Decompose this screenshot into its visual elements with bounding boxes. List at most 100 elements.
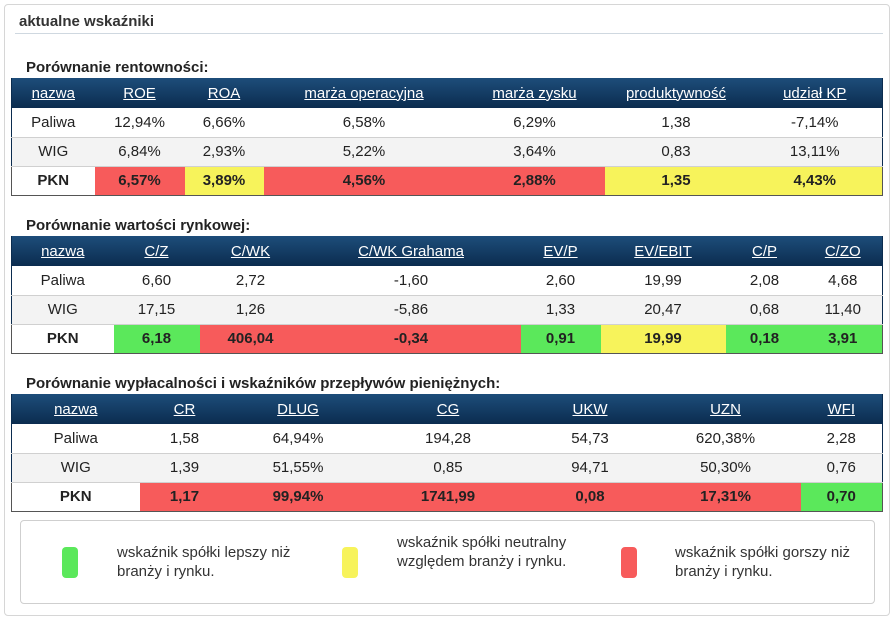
table-cell: 6,66% (184, 108, 264, 138)
table-row: Paliwa 1,58 64,94% 194,28 54,73 620,38% 2,28 (11, 424, 883, 454)
table-cell: 51,55% (229, 453, 367, 483)
yellow-swatch (342, 547, 358, 578)
row-label: PKN (11, 323, 114, 354)
table-cell: -7,14% (747, 108, 883, 138)
table-row: WIG 1,39 51,55% 0,85 94,71 50,30% 0,76 (11, 453, 883, 483)
table-cell: 6,18 (113, 323, 200, 354)
table-cell: -0,34 (301, 323, 521, 354)
column-header-5[interactable]: produktywność (604, 78, 748, 108)
table-cell: 2,88% (464, 165, 605, 196)
table-cell: 2,28 (800, 424, 883, 454)
table-cell: 6,29% (464, 108, 605, 138)
table-cell: 1,17 (139, 481, 230, 512)
column-header-0[interactable]: nazwa (11, 236, 114, 266)
table-cell: 99,94% (229, 481, 367, 512)
table-cell: 3,64% (464, 137, 605, 167)
table-wyplacalnosc: nazwa CR DLUG CG UKW UZN WFI Paliwa 1,58 64,94% 1… (11, 394, 883, 512)
table-cell: 0,18 (725, 323, 804, 354)
table-cell: 6,57% (94, 165, 185, 196)
table-cell: 0,83 (604, 137, 748, 167)
column-header-1[interactable]: CR (139, 394, 230, 424)
table-cell: 50,30% (650, 453, 801, 483)
table-row: PKN 1,17 99,94% 1741,99 0,08 17,31% 0,70 (11, 481, 883, 512)
table-cell: 1741,99 (366, 481, 530, 512)
table-rentownosc: nazwa ROE ROA marża operacyjna marża zysku pr… (11, 78, 883, 196)
table-cell: 0,68 (725, 295, 804, 325)
table-cell: 0,70 (800, 481, 883, 512)
table-cell: 1,58 (139, 424, 230, 454)
legend-worse-text: wskaźnik spółki gorszy niż branży i rynk… (675, 544, 851, 580)
row-label: WIG (11, 295, 114, 325)
column-header-2[interactable]: C/WK (199, 236, 302, 266)
row-label: WIG (11, 137, 95, 167)
column-header-7[interactable]: C/ZO (803, 236, 883, 266)
column-header-2[interactable]: ROA (184, 78, 264, 108)
table-row: Paliwa 6,60 2,72 -1,60 2,60 19,99 2,08 4,68 (11, 266, 883, 296)
table-cell: 406,04 (199, 323, 302, 354)
table-cell: 54,73 (529, 424, 651, 454)
column-header-3[interactable]: CG (366, 394, 530, 424)
legend-box: wskaźnik spółki lepszy niż branży i rynk… (20, 520, 875, 604)
table-cell: 94,71 (529, 453, 651, 483)
table-cell: 2,60 (520, 266, 601, 296)
table-cell: 3,89% (184, 165, 264, 196)
column-header-5[interactable]: EV/EBIT (600, 236, 726, 266)
table-cell: 19,99 (600, 323, 726, 354)
table-row: PKN 6,57% 3,89% 4,56% 2,88% 1,35 4,43% (11, 165, 883, 196)
table-cell: 64,94% (229, 424, 367, 454)
row-label: WIG (11, 453, 140, 483)
table-cell: 1,38 (604, 108, 748, 138)
column-header-4[interactable]: EV/P (520, 236, 601, 266)
table-cell: 0,91 (520, 323, 601, 354)
column-header-3[interactable]: marża operacyjna (263, 78, 465, 108)
table-cell: 19,99 (600, 266, 726, 296)
table-cell: -5,86 (301, 295, 521, 325)
table-cell: 3,91 (803, 323, 883, 354)
table-cell: 17,15 (113, 295, 200, 325)
table-row: PKN 6,18 406,04 -0,34 0,91 19,99 0,18 3,91 (11, 323, 883, 354)
table-cell: 6,84% (94, 137, 185, 167)
column-header-4[interactable]: marża zysku (464, 78, 605, 108)
row-label: PKN (11, 165, 95, 196)
row-label: PKN (11, 481, 140, 512)
green-swatch (62, 547, 78, 578)
table-cell: 2,72 (199, 266, 302, 296)
column-header-6[interactable]: WFI (800, 394, 883, 424)
table-cell: 4,68 (803, 266, 883, 296)
table-cell: 13,11% (747, 137, 883, 167)
column-header-4[interactable]: UKW (529, 394, 651, 424)
table-cell: 2,08 (725, 266, 804, 296)
column-header-1[interactable]: C/Z (113, 236, 200, 266)
table-cell: 17,31% (650, 481, 801, 512)
row-label: Paliwa (11, 266, 114, 296)
table-cell: 1,33 (520, 295, 601, 325)
table-cell: 194,28 (366, 424, 530, 454)
table-cell: 4,43% (747, 165, 883, 196)
row-label: Paliwa (11, 424, 140, 454)
table-cell: 5,22% (263, 137, 465, 167)
column-header-0[interactable]: nazwa (11, 78, 95, 108)
column-header-5[interactable]: UZN (650, 394, 801, 424)
column-header-3[interactable]: C/WK Grahama (301, 236, 521, 266)
column-header-6[interactable]: C/P (725, 236, 804, 266)
table-cell: 6,60 (113, 266, 200, 296)
table-cell: 1,35 (604, 165, 748, 196)
legend-neutral-text: wskaźnik spółki neutralny względem branż… (397, 534, 567, 570)
table-row: WIG 6,84% 2,93% 5,22% 3,64% 0,83 13,11% (11, 137, 883, 167)
table-header-row: nazwa C/Z C/WK C/WK Grahama EV/P EV/EBIT C/P C/… (11, 236, 883, 266)
column-header-1[interactable]: ROE (94, 78, 185, 108)
table-wartosc: nazwa C/Z C/WK C/WK Grahama EV/P EV/EBIT C/P C/… (11, 236, 883, 354)
column-header-2[interactable]: DLUG (229, 394, 367, 424)
legend-better-text: wskaźnik spółki lepszy niż branży i rynk… (117, 544, 291, 580)
table-row: Paliwa 12,94% 6,66% 6,58% 6,29% 1,38 -7,14% (11, 108, 883, 138)
section-title-wartosc: Porównanie wartości rynkowej: (26, 217, 251, 234)
table-cell: 1,26 (199, 295, 302, 325)
table-row: WIG 17,15 1,26 -5,86 1,33 20,47 0,68 11,40 (11, 295, 883, 325)
column-header-0[interactable]: nazwa (11, 394, 140, 424)
panel-divider (15, 33, 883, 34)
section-title-wyplacalnosc: Porównanie wypłacalności i wskaźników pr… (26, 375, 501, 392)
table-cell: 11,40 (803, 295, 883, 325)
table-cell: 0,76 (800, 453, 883, 483)
table-header-row: nazwa CR DLUG CG UKW UZN WFI (11, 394, 883, 424)
column-header-6[interactable]: udział KP (747, 78, 883, 108)
